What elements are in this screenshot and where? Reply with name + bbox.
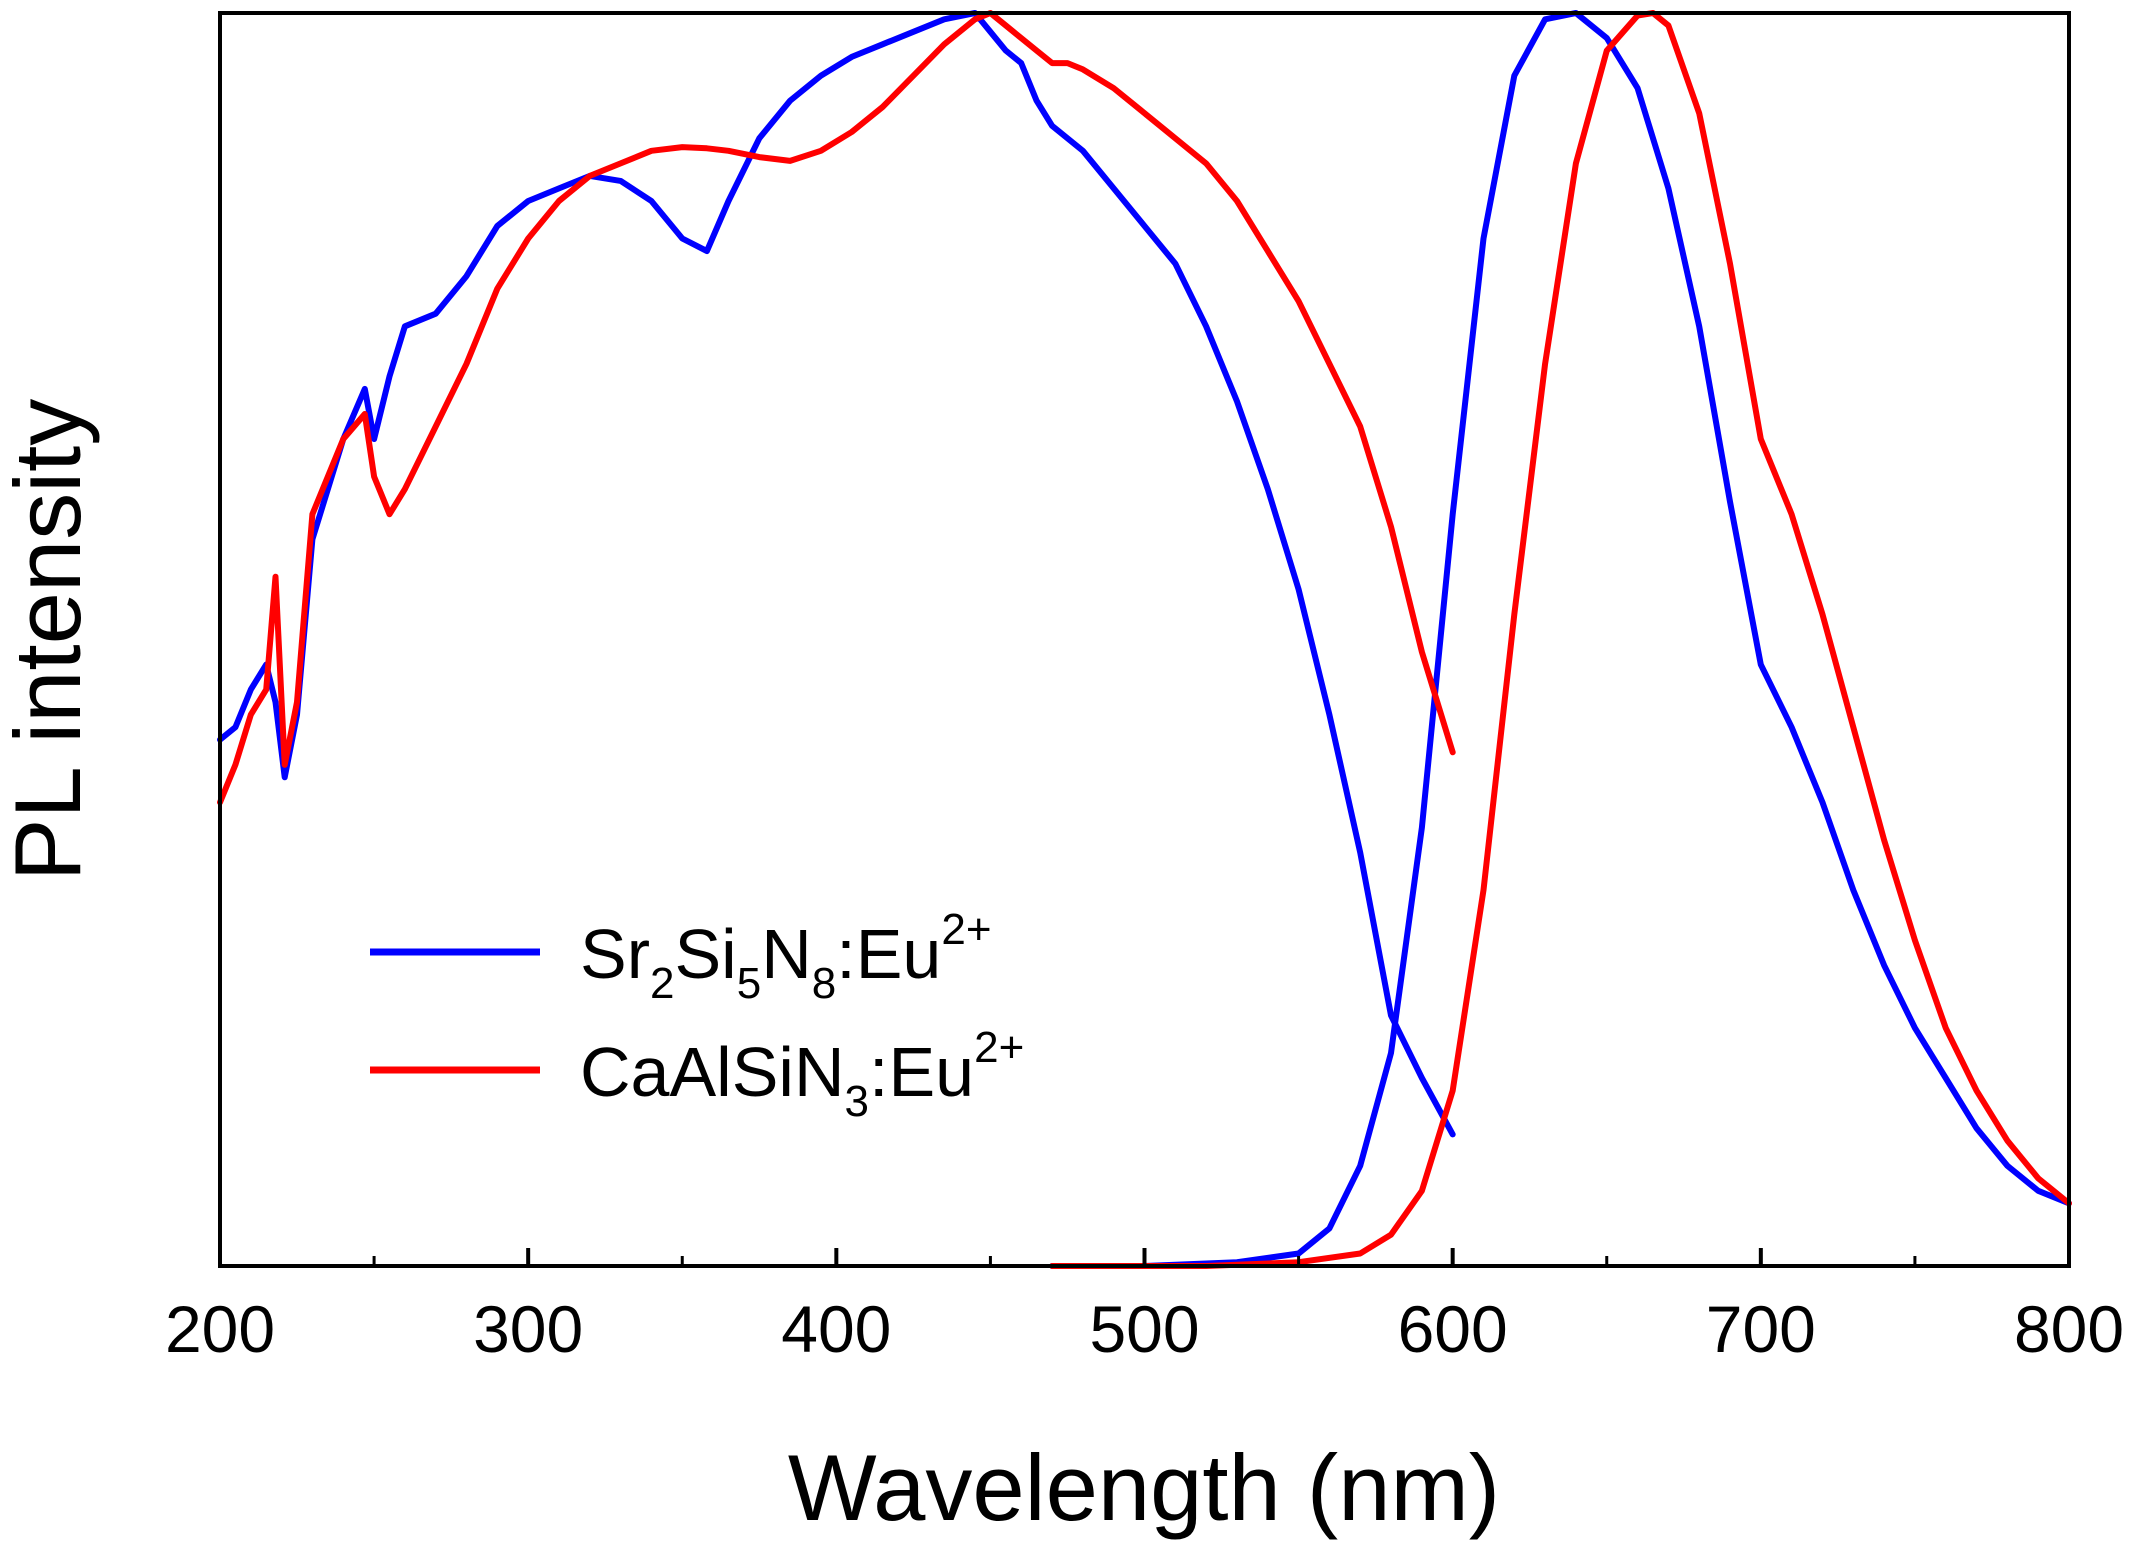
series-layer: [217, 10, 2072, 1269]
x-tick-label: 500: [1089, 1292, 1199, 1366]
x-tick-label: 600: [1398, 1292, 1508, 1366]
x-tick-label: 300: [473, 1292, 583, 1366]
series-line-1: [1049, 10, 2072, 1269]
x-tick-label: 700: [1706, 1292, 1816, 1366]
plot-frame: [218, 11, 2071, 1268]
series-line-3: [1049, 10, 2072, 1269]
x-tick-label: 400: [781, 1292, 891, 1366]
legend: Sr2Si5N8:Eu2+ CaAlSiN3:Eu2+: [370, 905, 1024, 1126]
y-axis-title: PL intensity: [0, 399, 100, 881]
legend-label-sr2si5n8: Sr2Si5N8:Eu2+: [580, 905, 992, 1008]
legend-label-caalsin3: CaAlSiN3:Eu2+: [580, 1023, 1024, 1126]
x-axis: 200 300 400 500 600 700 800: [165, 1248, 2124, 1366]
series-line-0: [217, 10, 1456, 1138]
x-axis-title: Wavelength (nm): [788, 1435, 1500, 1540]
x-tick-label: 200: [165, 1292, 275, 1366]
x-tick-label: 800: [2014, 1292, 2124, 1366]
series-line-2: [217, 10, 1456, 806]
